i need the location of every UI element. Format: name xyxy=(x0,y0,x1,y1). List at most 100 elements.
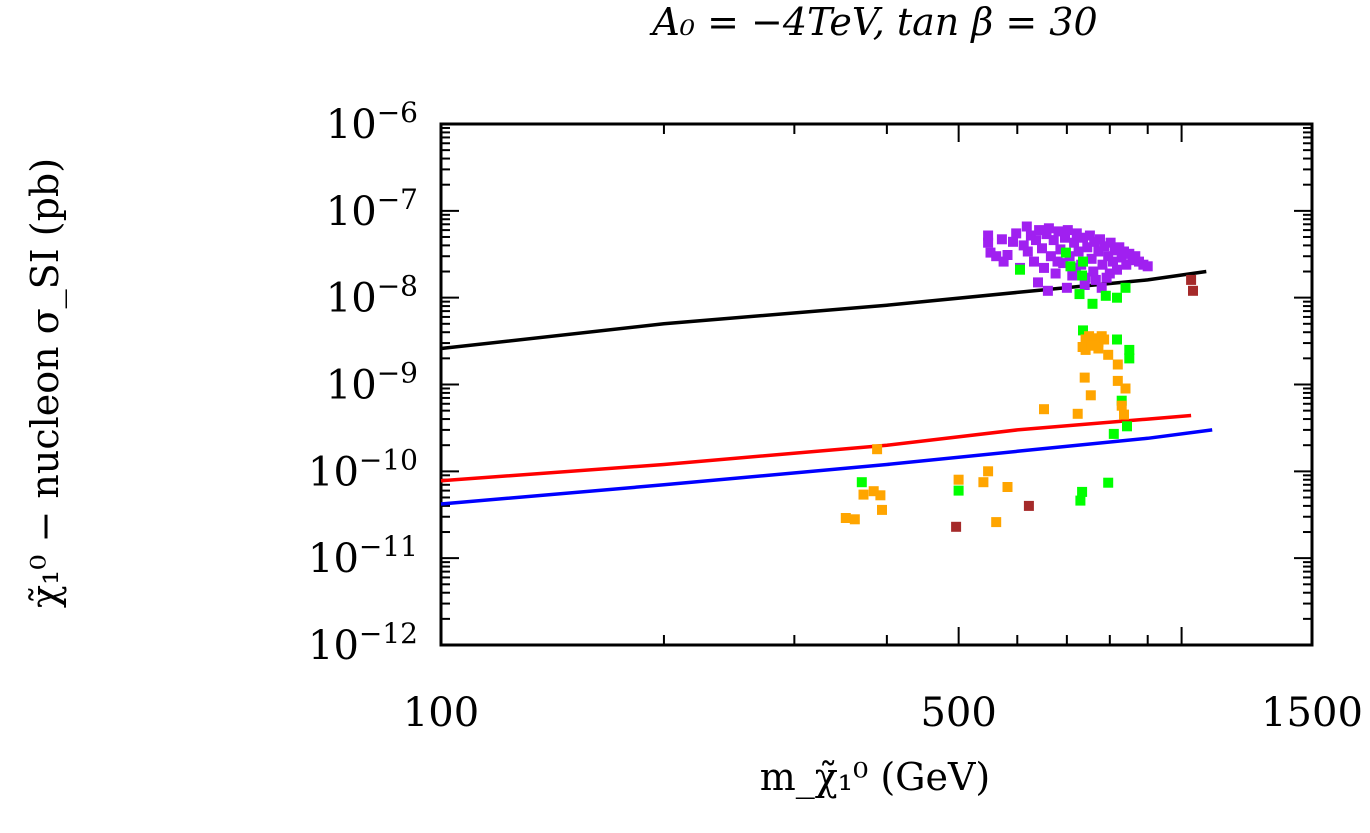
data-point xyxy=(1002,482,1013,492)
data-point xyxy=(1039,262,1049,273)
y-tick-label: 10−12 xyxy=(308,617,418,669)
data-point xyxy=(1033,277,1043,288)
data-point xyxy=(996,234,1007,245)
data-point xyxy=(1002,250,1013,260)
data-point xyxy=(1095,234,1105,245)
data-point xyxy=(877,504,887,515)
x-tick-labels: 100 500 1500 xyxy=(403,690,1363,736)
data-point xyxy=(953,474,964,485)
x-tick-label: 1500 xyxy=(1261,690,1363,736)
data-point xyxy=(1042,285,1053,296)
data-point xyxy=(978,477,989,488)
data-point xyxy=(1061,282,1072,293)
data-point xyxy=(1067,270,1078,281)
y-tick-label: 10−8 xyxy=(326,270,418,322)
data-point xyxy=(1100,290,1111,301)
data-point xyxy=(951,521,962,532)
data-point xyxy=(1075,495,1086,506)
y-tick-label: 10−7 xyxy=(326,183,418,235)
data-point xyxy=(1089,236,1100,247)
data-point xyxy=(1034,225,1045,236)
data-point xyxy=(1079,280,1090,290)
data-point xyxy=(849,514,860,525)
data-point xyxy=(872,444,883,455)
data-point xyxy=(1055,244,1066,255)
data-point xyxy=(1108,428,1119,439)
data-point xyxy=(1112,375,1123,386)
data-point xyxy=(1043,223,1054,234)
data-point xyxy=(1080,344,1091,355)
data-point xyxy=(1097,259,1108,270)
data-point xyxy=(1039,404,1049,415)
data-point xyxy=(1072,408,1083,419)
data-point xyxy=(1090,274,1101,285)
data-point xyxy=(1053,226,1064,237)
limit-curve xyxy=(440,269,1207,351)
data-point xyxy=(1186,274,1197,285)
data-point xyxy=(1025,230,1036,241)
data-point xyxy=(1082,242,1093,253)
data-point xyxy=(1093,246,1104,257)
data-point xyxy=(840,513,851,523)
data-point xyxy=(1112,359,1123,370)
data-point xyxy=(1011,228,1022,239)
data-point xyxy=(1060,232,1070,243)
data-point xyxy=(1018,240,1029,251)
data-point xyxy=(1048,235,1059,246)
data-point xyxy=(1108,256,1118,267)
y-tick-label: 10−9 xyxy=(326,357,418,409)
data-point xyxy=(1031,235,1041,246)
data-point xyxy=(858,489,869,500)
y-tick-label: 10−10 xyxy=(308,443,418,495)
data-point xyxy=(1088,266,1099,277)
data-point xyxy=(856,477,867,488)
data-point xyxy=(1188,285,1198,296)
data-point xyxy=(1008,236,1018,247)
data-point xyxy=(1087,298,1098,309)
data-point xyxy=(1086,253,1097,264)
data-point xyxy=(1078,325,1088,336)
data-point xyxy=(1074,289,1085,300)
data-point xyxy=(1052,256,1063,267)
data-point xyxy=(1023,500,1034,511)
data-point xyxy=(1078,256,1088,267)
data-point xyxy=(1070,262,1081,273)
data-point xyxy=(983,466,994,477)
data-point xyxy=(1104,268,1115,279)
data-point xyxy=(1112,334,1122,345)
data-point xyxy=(1124,353,1135,364)
y-axis-title: χ̃₁⁰ − nucleon σ_SI (pb) xyxy=(23,158,68,608)
data-point xyxy=(1078,232,1088,243)
data-points xyxy=(840,221,1198,532)
data-point xyxy=(1093,343,1104,354)
y-tick-label: 10−11 xyxy=(308,530,418,582)
x-tick-label: 500 xyxy=(920,690,996,736)
data-point xyxy=(985,247,996,258)
data-point xyxy=(1058,258,1069,269)
limit-curve xyxy=(440,428,1213,506)
data-point xyxy=(1120,282,1131,293)
y-tick-label: 10−6 xyxy=(326,96,418,148)
data-point xyxy=(1065,261,1076,272)
data-point xyxy=(875,490,886,501)
data-point xyxy=(991,517,1002,528)
data-point xyxy=(1124,248,1135,259)
data-point xyxy=(868,486,879,497)
data-point xyxy=(1130,251,1141,262)
data-point xyxy=(1060,247,1071,258)
data-point xyxy=(1119,246,1129,257)
data-point xyxy=(983,237,994,248)
data-point xyxy=(1079,372,1090,383)
data-point xyxy=(1029,256,1039,267)
data-point xyxy=(1112,292,1122,303)
data-point xyxy=(1077,270,1088,281)
data-point xyxy=(1116,252,1127,263)
data-point xyxy=(991,251,1002,262)
data-point xyxy=(1096,282,1107,293)
data-point xyxy=(1119,409,1129,420)
data-point xyxy=(1142,261,1153,272)
data-point xyxy=(1105,237,1116,248)
data-point xyxy=(983,230,994,241)
data-point xyxy=(1022,246,1033,257)
